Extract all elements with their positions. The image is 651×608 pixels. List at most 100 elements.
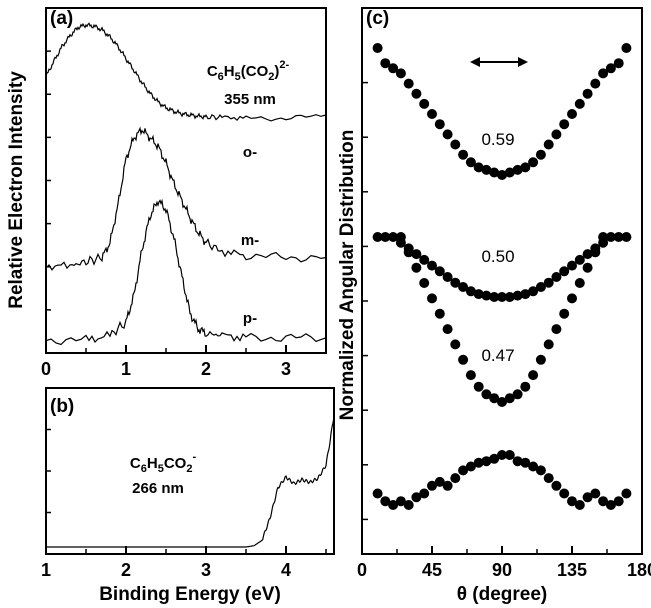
panel-a-curve-p	[45, 198, 327, 346]
panel-c-point-1	[427, 260, 437, 271]
panel-c-point-2	[559, 308, 570, 319]
panel-c-point-3	[372, 488, 383, 499]
panel-b-curve	[46, 414, 335, 548]
panel-c-point-2	[465, 370, 476, 381]
panel-a-xtick-label: 2	[201, 359, 211, 379]
panel-c-point-0	[535, 149, 546, 160]
panel-c-point-3	[520, 457, 531, 468]
panel-c-point-3	[403, 500, 414, 510]
panel-c: (c) Normalized Angular Distribution 0 45 9…	[337, 7, 651, 605]
panel-c-point-2	[590, 247, 601, 258]
panel-c-point-2	[395, 232, 406, 242]
panel-c-point-0	[395, 68, 406, 79]
panel-c-point-3	[458, 465, 469, 476]
panel-c-point-0	[512, 164, 523, 175]
panel-c-point-0	[551, 129, 562, 140]
panel-c-point-3	[535, 465, 546, 476]
panel-a-xtick-label: 0	[41, 359, 51, 379]
label-m: m-	[241, 232, 259, 249]
panel-c-point-2	[574, 278, 585, 288]
panel-c-point-1	[543, 277, 554, 288]
panel-c-point-3	[473, 457, 484, 468]
panel-c-point-2	[442, 324, 453, 335]
panel-c-point-2	[411, 262, 422, 273]
panel-c-point-1	[512, 290, 523, 301]
panel-c-point-3	[465, 461, 476, 472]
panel-c-point-3	[481, 456, 492, 467]
panel-c-point-1	[551, 272, 562, 282]
panel-c-point-1	[465, 286, 476, 297]
panel-c-point-0	[465, 157, 476, 168]
panel-c-point-2	[403, 247, 414, 258]
polarization-arrow-left-head	[470, 57, 480, 67]
polarization-arrow-right-head	[518, 57, 528, 67]
panel-c-point-3	[528, 461, 539, 472]
panel-b-species: C6H5CO2-	[130, 451, 197, 475]
panel-b-species-sub1: 6	[141, 463, 147, 475]
panel-c-point-0	[442, 129, 453, 140]
panel-c-point-0	[497, 170, 507, 180]
panel-c-point-1	[458, 282, 469, 292]
panel-c-point-1	[520, 289, 531, 300]
panel-c-point-0	[450, 139, 461, 150]
panel-b-species-sub2: 5	[158, 463, 164, 475]
panel-c-point-0	[411, 88, 422, 99]
panel-c-point-1	[481, 290, 492, 301]
panel-c-point-3	[559, 488, 570, 499]
panel-c-point-2	[504, 393, 515, 404]
panel-c-point-1	[582, 249, 593, 260]
panel-c-point-0	[372, 43, 383, 53]
panel-c-point-1	[497, 292, 507, 302]
panel-c-point-3	[512, 456, 523, 467]
panel-c-point-3	[598, 496, 609, 507]
left-y-axis-title: Relative Electron Intensity	[6, 71, 27, 309]
panel-c-point-2	[419, 278, 430, 288]
panel-a-species-h: H	[224, 63, 235, 80]
panel-c-point-3	[450, 473, 461, 484]
panel-c-point-3	[442, 480, 453, 491]
panel-c-point-3	[590, 488, 601, 499]
panel-b-xtick-label: 1	[41, 560, 51, 580]
panel-b-ticks: 1 2 3 4	[41, 428, 327, 580]
panel-a-ticks: 0 1 2 3	[41, 50, 291, 379]
panel-c-label: (c)	[366, 8, 389, 29]
panel-a-curves	[45, 22, 327, 346]
panel-c-point-0	[559, 119, 570, 130]
panel-c-point-0	[621, 43, 632, 53]
panel-b-wavelength: 266 nm	[132, 480, 184, 497]
panel-c-point-2	[434, 308, 445, 319]
panel-a-species: C6H5(CO2)2-	[207, 59, 290, 83]
panel-b-xtick-label: 3	[201, 560, 211, 580]
panel-c-point-2	[543, 339, 554, 350]
panel-c-point-0	[427, 109, 437, 119]
panel-c-point-2	[512, 389, 523, 400]
label-o: o-	[243, 144, 257, 161]
panel-c-point-2	[489, 393, 500, 404]
label-p: p-	[243, 310, 257, 327]
panel-c-point-0	[481, 164, 492, 175]
panel-c-point-1	[535, 282, 546, 292]
panel-c-point-1	[574, 254, 585, 265]
panel-b-species-main: C	[130, 455, 141, 472]
bottom-left-x-axis-title: Binding Energy (eV)	[99, 584, 281, 605]
panel-c-point-3	[489, 453, 500, 464]
panel-c-point-2	[551, 324, 562, 335]
panel-c-point-3	[551, 480, 562, 491]
panel-c-point-3	[574, 500, 585, 510]
panel-c-point-0	[574, 98, 585, 109]
panel-c-point-3	[411, 492, 422, 503]
panel-c-point-0	[380, 58, 391, 69]
panel-c-point-0	[528, 157, 539, 168]
panel-b-species-sub3: 2	[186, 463, 192, 475]
panel-c-point-3	[419, 488, 430, 499]
panel-a-species-main: C	[207, 63, 218, 80]
panel-a-wavelength: 355 nm	[224, 91, 276, 108]
panel-c-point-0	[489, 167, 500, 178]
panel-c-point-1	[605, 232, 616, 242]
panel-a-species-sub1: 6	[218, 71, 224, 83]
panel-c-point-3	[613, 496, 624, 507]
polarization-arrow	[470, 57, 528, 67]
panel-b-species-h: H	[147, 455, 158, 472]
